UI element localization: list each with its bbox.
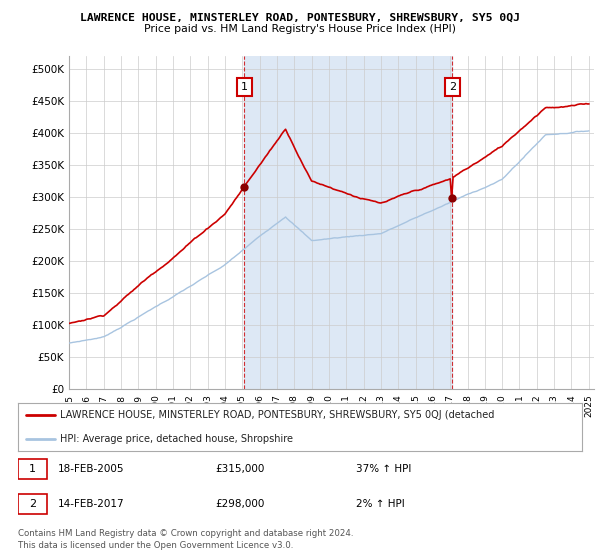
Text: 2% ↑ HPI: 2% ↑ HPI bbox=[356, 499, 405, 509]
Text: Price paid vs. HM Land Registry's House Price Index (HPI): Price paid vs. HM Land Registry's House … bbox=[144, 24, 456, 34]
FancyBboxPatch shape bbox=[18, 459, 47, 479]
FancyBboxPatch shape bbox=[18, 494, 47, 514]
Text: 1: 1 bbox=[241, 82, 248, 92]
Text: 14-FEB-2017: 14-FEB-2017 bbox=[58, 499, 124, 509]
Bar bbox=[244, 56, 452, 389]
Text: 37% ↑ HPI: 37% ↑ HPI bbox=[356, 464, 412, 474]
Text: 2: 2 bbox=[29, 499, 36, 509]
Text: 2: 2 bbox=[449, 82, 456, 92]
Text: 18-FEB-2005: 18-FEB-2005 bbox=[58, 464, 124, 474]
Text: Contains HM Land Registry data © Crown copyright and database right 2024.
This d: Contains HM Land Registry data © Crown c… bbox=[18, 529, 353, 550]
Text: 1: 1 bbox=[29, 464, 36, 474]
Text: £315,000: £315,000 bbox=[215, 464, 265, 474]
Text: £298,000: £298,000 bbox=[215, 499, 265, 509]
Text: HPI: Average price, detached house, Shropshire: HPI: Average price, detached house, Shro… bbox=[60, 434, 293, 444]
Text: LAWRENCE HOUSE, MINSTERLEY ROAD, PONTESBURY, SHREWSBURY, SY5 0QJ (detached: LAWRENCE HOUSE, MINSTERLEY ROAD, PONTESB… bbox=[60, 410, 494, 420]
Text: LAWRENCE HOUSE, MINSTERLEY ROAD, PONTESBURY, SHREWSBURY, SY5 0QJ: LAWRENCE HOUSE, MINSTERLEY ROAD, PONTESB… bbox=[80, 12, 520, 22]
